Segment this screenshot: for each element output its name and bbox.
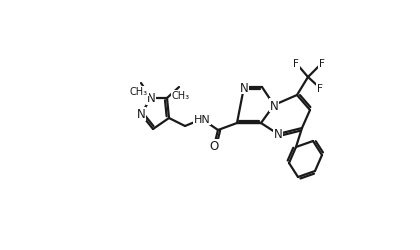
- Text: N: N: [270, 99, 278, 112]
- Text: O: O: [210, 140, 219, 153]
- Text: N: N: [273, 128, 282, 141]
- Text: N: N: [136, 108, 145, 121]
- Text: F: F: [293, 59, 299, 69]
- Text: CH₃: CH₃: [172, 91, 190, 101]
- Text: F: F: [319, 59, 325, 69]
- Text: CH₃: CH₃: [130, 87, 148, 97]
- Text: F: F: [317, 84, 323, 94]
- Text: HN: HN: [194, 114, 210, 124]
- Text: N: N: [147, 92, 155, 105]
- Text: N: N: [240, 81, 248, 94]
